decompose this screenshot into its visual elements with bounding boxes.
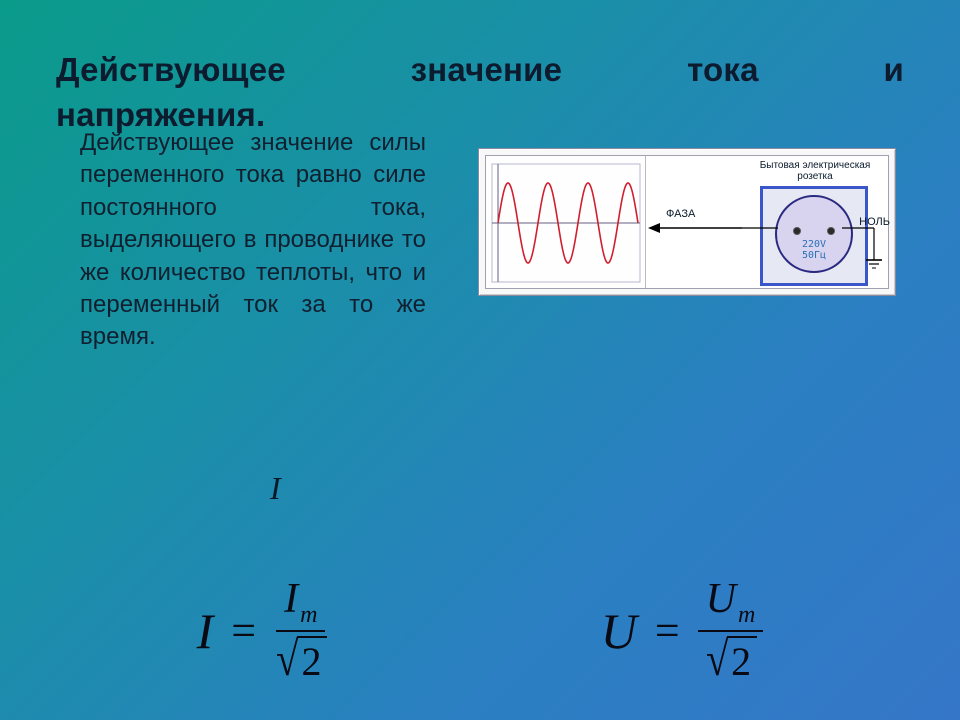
slide: Действующее значение тока и напряжения. … (0, 0, 960, 720)
radicand: 2 (297, 636, 327, 684)
fraction: Um √ 2 (698, 577, 764, 684)
denominator: √ 2 (274, 632, 327, 684)
socket-outer: 220V 50Гц (760, 186, 868, 286)
stray-variable-i: I (270, 470, 281, 507)
formula-voltage: U = Um √ 2 (601, 577, 764, 684)
num-var: U (706, 576, 736, 622)
socket-title: Бытовая электрическая розетка (742, 160, 888, 182)
arrow-icon (646, 156, 742, 290)
socket-rating: 220V 50Гц (777, 239, 851, 261)
sqrt: √ 2 (274, 636, 327, 684)
diagram-panel: ФАЗА Бытовая электрическая розетка 220V … (478, 148, 896, 296)
denominator: √ 2 (704, 632, 757, 684)
formula-var-u: U (601, 602, 637, 660)
definition-text: Действующее значение силы переменного то… (56, 127, 426, 354)
neutral-label: НОЛЬ (859, 216, 890, 228)
socket-freq: 50Гц (802, 250, 826, 261)
socket-hole-right (827, 227, 835, 235)
title-word: тока (687, 48, 759, 93)
socket-circle: 220V 50Гц (775, 195, 853, 273)
socket-hole-left (793, 227, 801, 235)
arrow-area: ФАЗА (646, 156, 742, 288)
num-sub: m (300, 602, 317, 628)
num-sub: m (738, 602, 755, 628)
equals-sign: = (231, 605, 256, 656)
oscilloscope-panel (486, 156, 646, 288)
formulas-row: I = Im √ 2 U = Um (0, 577, 960, 684)
sqrt-sign-icon: √ (706, 636, 728, 684)
title-word: Действующее (56, 48, 286, 93)
formula-current: I = Im √ 2 (197, 577, 328, 684)
title-word: значение (411, 48, 563, 93)
numerator: Im (276, 577, 325, 632)
slide-title: Действующее значение тока и (56, 48, 904, 93)
sqrt-sign-icon: √ (276, 636, 298, 684)
sine-wave-icon (486, 156, 646, 290)
radicand: 2 (727, 636, 757, 684)
definition-column: Действующее значение силы переменного то… (56, 127, 426, 354)
numerator: Um (698, 577, 764, 632)
equals-sign: = (655, 605, 680, 656)
sqrt: √ 2 (704, 636, 757, 684)
formula-var-i: I (197, 602, 214, 660)
fraction: Im √ 2 (274, 577, 327, 684)
socket-panel: Бытовая электрическая розетка 220V 50Гц … (742, 156, 888, 288)
title-word: и (883, 48, 904, 93)
socket-voltage: 220V (802, 239, 826, 250)
num-var: I (284, 576, 298, 622)
diagram-inner: ФАЗА Бытовая электрическая розетка 220V … (485, 155, 889, 289)
